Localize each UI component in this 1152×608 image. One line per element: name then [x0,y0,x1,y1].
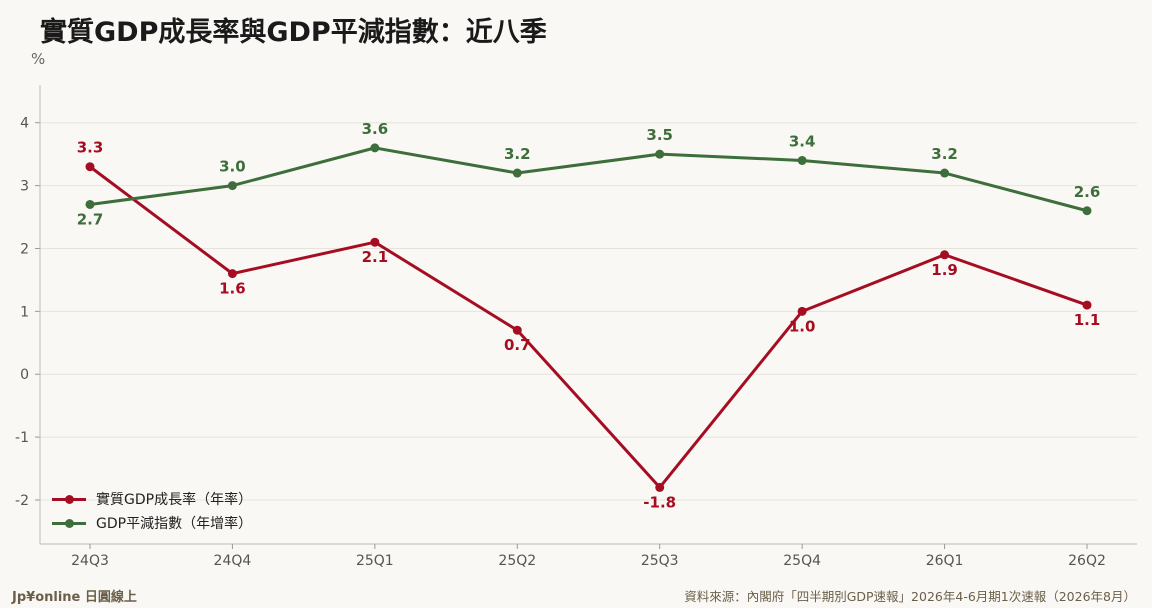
data-point [655,149,665,159]
data-point [940,168,950,178]
x-tick-label: 25Q4 [783,553,821,569]
data-point [1082,206,1092,216]
data-point [940,250,950,260]
y-axis-unit: % [31,50,46,68]
y-tick-label: 0 [20,367,29,383]
legend-label-gdp-growth: 實質GDP成長率（年率） [96,492,253,508]
data-label: 3.6 [362,120,389,138]
legend-label-gdp-deflator: GDP平減指數（年增率） [96,516,253,532]
y-tick-label: 3 [20,179,29,195]
legend-item-gdp-deflator: GDP平減指數（年增率） [52,511,252,535]
source-note: 資料來源：內閣府「四半期別GDP速報」2026年4-6月期1次速報（2026年8… [684,589,1136,604]
data-label: 3.4 [789,132,816,150]
data-point [797,306,807,316]
brand-logo: Jp¥online 日圓線上 [12,590,137,605]
legend-item-gdp-growth: 實質GDP成長率（年率） [52,487,252,511]
data-label: 3.5 [646,126,673,144]
data-label: -1.8 [643,493,676,511]
legend-swatch-gdp-growth [52,493,86,505]
series-line-0 [89,165,1088,489]
data-label: 3.3 [77,139,104,157]
data-label: 1.1 [1074,311,1101,329]
data-label: 3.0 [219,158,246,176]
data-label: 3.2 [931,145,958,163]
data-point [370,143,380,153]
x-tick-label: 24Q3 [71,553,109,569]
data-point [370,237,380,247]
data-label: 1.0 [789,317,816,335]
legend-swatch-gdp-deflator [52,517,86,529]
data-point [797,155,807,165]
data-point [1082,300,1092,310]
x-tick-label: 25Q2 [498,553,536,569]
x-tick-label: 26Q1 [926,553,964,569]
data-point [227,269,237,279]
x-tick-label: 25Q3 [641,553,679,569]
data-point [85,162,95,172]
y-tick-label: 2 [20,241,29,257]
chart-title: 實質GDP成長率與GDP平減指數：近八季 [40,17,547,48]
data-point [512,325,522,335]
x-tick-label: 24Q4 [214,553,252,569]
x-tick-label: 26Q2 [1068,553,1106,569]
data-label: 2.7 [77,210,104,228]
y-tick-label: 4 [20,116,29,132]
y-tick-label: -1 [15,430,29,446]
legend: 實質GDP成長率（年率） GDP平減指數（年增率） [52,487,252,535]
data-label: 2.6 [1074,183,1101,201]
data-point [655,482,665,492]
data-label: 0.7 [504,336,531,354]
data-point [227,181,237,191]
data-point [512,168,522,178]
y-tick-label: 1 [20,304,29,320]
y-tick-label: -2 [15,493,29,509]
series-line-1 [89,146,1088,213]
data-label: 1.6 [219,280,246,298]
data-label: 1.9 [931,261,958,279]
data-label: 2.1 [362,248,389,266]
data-label: 3.2 [504,145,531,163]
data-point [85,199,95,209]
x-tick-label: 25Q1 [356,553,394,569]
